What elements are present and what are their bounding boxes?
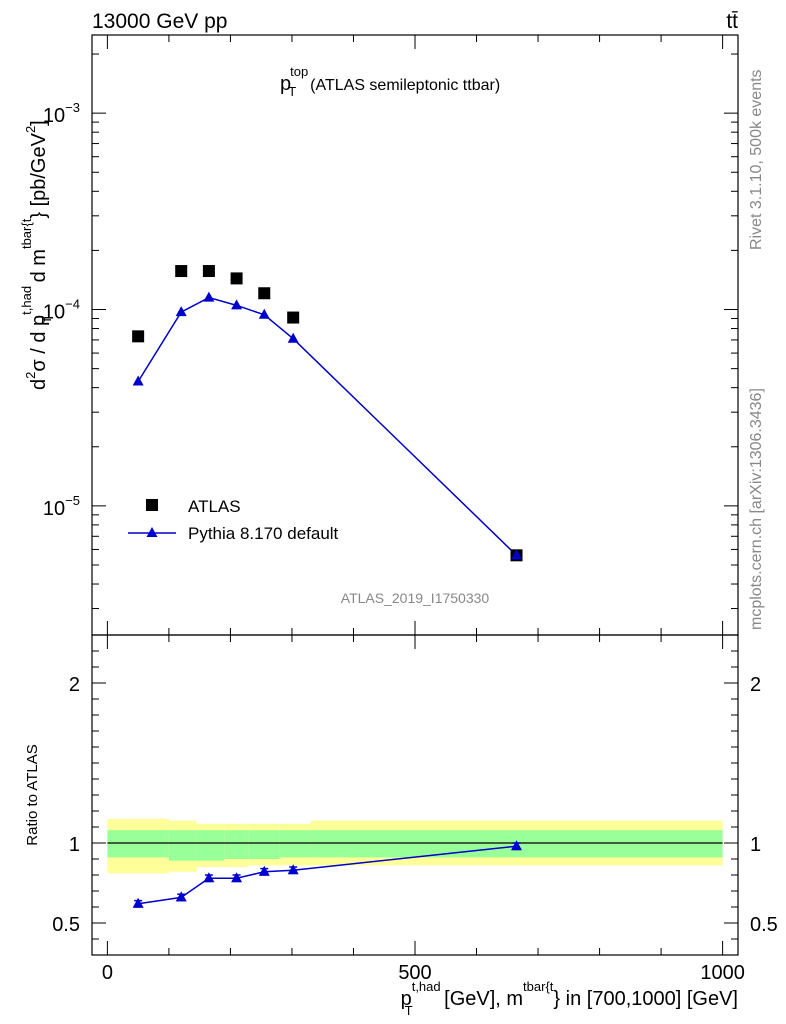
main-y-tick-label: 10−4 <box>43 297 80 324</box>
atlas-point <box>132 330 145 343</box>
ratio-band-inner <box>168 830 197 861</box>
ratio-band-inner <box>248 830 280 859</box>
atlas-point <box>202 265 215 278</box>
main-data <box>132 265 523 562</box>
pythia-point <box>132 375 144 386</box>
atlas-point <box>258 287 271 300</box>
ratio-point <box>287 864 299 875</box>
pythia-point <box>511 549 523 560</box>
ratio-point <box>231 872 243 883</box>
ratio-y-tick-label: 2 <box>69 674 80 696</box>
header-left: 13000 GeV pp <box>92 10 227 33</box>
rivet-label: Rivet 3.1.10, 500k events <box>748 69 765 250</box>
ratio-y-tick-labels-left: 0.5 1 2 <box>52 674 80 936</box>
ratio-band-inner <box>107 830 169 858</box>
legend-label-pythia: Pythia 8.170 default <box>188 524 339 543</box>
ratio-y-tick-label-right: 1 <box>750 834 761 856</box>
ratio-data <box>132 840 523 908</box>
atlas-point <box>287 311 300 324</box>
ratio-point <box>258 865 270 876</box>
ratio-bands <box>107 819 723 874</box>
pythia-line <box>137 296 518 556</box>
ratio-band-inner <box>224 830 249 859</box>
header-right: tt̄ <box>726 10 738 33</box>
main-y-tick-label: 10−5 <box>43 493 80 520</box>
atlas-point <box>230 272 243 285</box>
pythia-point <box>203 291 215 302</box>
pythia-point <box>258 308 270 319</box>
atlas-point <box>175 265 188 278</box>
x-axis-label: pt,had T [GeV], mtbar{t} in [700,1000] [G… <box>401 979 738 1018</box>
ratio-y-axis-label: Ratio to ATLAS <box>24 744 41 845</box>
ratio-band-inner <box>279 830 311 858</box>
ratio-point <box>511 840 523 851</box>
chart-title: ptop T (ATLAS semileptonic ttbar) <box>280 64 500 99</box>
ratio-axis-ticks <box>92 635 738 955</box>
pythia-point <box>231 299 243 310</box>
x-tick-label: 500 <box>398 962 431 984</box>
x-tick-labels: 0 500 1000 <box>102 962 745 984</box>
main-y-tick-labels: 10−5 10−4 10−3 <box>43 100 80 520</box>
ratio-point <box>203 872 215 883</box>
legend: ATLAS Pythia 8.170 default <box>128 497 339 543</box>
x-tick-label: 1000 <box>700 962 745 984</box>
watermark: ATLAS_2019_I1750330 <box>341 590 490 606</box>
ratio-point <box>175 891 187 902</box>
pythia-point <box>287 332 299 343</box>
main-axis-ticks <box>92 35 738 635</box>
ratio-y-tick-label-right: 0.5 <box>750 914 778 936</box>
ratio-y-tick-label: 1 <box>69 834 80 856</box>
legend-label-atlas: ATLAS <box>188 497 241 516</box>
x-tick-label: 0 <box>102 962 113 984</box>
ratio-point <box>132 897 144 908</box>
legend-marker-pythia <box>146 527 158 537</box>
legend-marker-atlas <box>146 499 158 511</box>
ratio-frame <box>91 634 739 956</box>
mcplots-label: mcplots.cern.ch [arXiv:1306.3436] <box>748 388 765 630</box>
main-frame <box>91 34 739 636</box>
main-y-axis-label: d2σ / d pt,hadT d mtbar{t} [pb/GeV2] <box>19 120 54 390</box>
ratio-y-tick-label-right: 2 <box>750 674 761 696</box>
ratio-y-tick-labels-right: 0.5 1 2 <box>750 674 778 936</box>
main-y-tick-label: 10−3 <box>43 100 80 127</box>
pythia-point <box>175 306 187 317</box>
ratio-y-tick-label: 0.5 <box>52 914 80 936</box>
ratio-band-inner <box>196 830 225 861</box>
